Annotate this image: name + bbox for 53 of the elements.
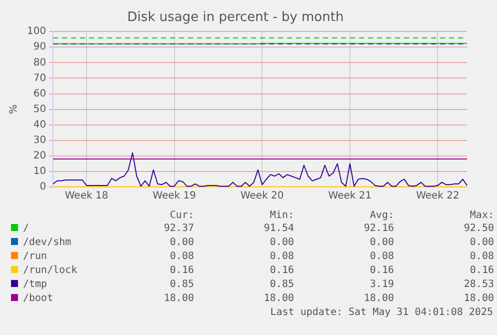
y-tick-label: 50 — [33, 104, 46, 115]
text: 92.50 — [462, 222, 494, 236]
text: Max: — [468, 210, 494, 222]
y-tick-label: 40 — [33, 119, 46, 130]
x-tick-label: Week 18 — [64, 190, 108, 202]
y-tick-label: 30 — [33, 134, 46, 146]
text: 3.19 — [368, 278, 394, 292]
text: 18.00 — [162, 292, 194, 306]
text: 0.85 — [168, 278, 194, 292]
text: 0.85 — [268, 278, 294, 292]
y-tick-label: 20 — [33, 150, 46, 162]
text: 0.16 — [368, 264, 394, 278]
text: 0.16 — [168, 264, 194, 278]
text: 0.00 — [468, 236, 494, 250]
x-tick-label: Week 22 — [416, 190, 460, 202]
text: 92.16 — [362, 222, 394, 236]
y-tick-label: 60 — [33, 88, 46, 100]
text: Cur: — [168, 210, 194, 222]
text: 18.00 — [462, 292, 494, 306]
y-tick-label: 10 — [33, 166, 46, 178]
y-tick-label: 90 — [33, 42, 46, 53]
legend-label: /run — [23, 251, 48, 262]
text: 0.08 — [368, 250, 394, 264]
text: 0.16 — [268, 264, 294, 278]
text: 91.54 — [262, 222, 294, 236]
y-tick-label: 100 — [26, 26, 46, 38]
text: 0.00 — [268, 236, 294, 250]
legend-label: /boot — [23, 293, 54, 304]
text: 28.53 — [462, 278, 494, 292]
text: 0.00 — [168, 236, 194, 250]
legend-label: /run/lock — [23, 265, 78, 276]
text: 18.00 — [362, 292, 394, 306]
text: Avg: — [368, 210, 394, 222]
chart-title: Disk usage in percent - by month — [127, 10, 344, 26]
y-axis-title: % — [8, 104, 20, 114]
text: 18.00 — [262, 292, 294, 306]
text: 0.00 — [368, 236, 394, 250]
legend-label: /dev/shm — [23, 237, 72, 248]
y-tick-label: 70 — [33, 72, 46, 84]
text: 0.08 — [168, 250, 194, 264]
y-tick-label: 80 — [33, 57, 46, 68]
legend-label: / — [23, 223, 30, 234]
text: 0.16 — [468, 264, 494, 278]
x-tick-label: Week 20 — [240, 190, 284, 202]
y-tick-label: 0 — [40, 182, 46, 193]
text: Min: — [268, 210, 294, 222]
text: Last update: Sat May 31 04:01:08 2025 — [269, 306, 494, 320]
legend-label: /tmp — [23, 279, 48, 290]
x-tick-label: Week 21 — [328, 190, 372, 202]
text: 92.37 — [162, 222, 194, 236]
text: 0.08 — [468, 250, 494, 264]
text: 0.08 — [268, 250, 294, 264]
x-tick-label: Week 19 — [152, 190, 196, 202]
